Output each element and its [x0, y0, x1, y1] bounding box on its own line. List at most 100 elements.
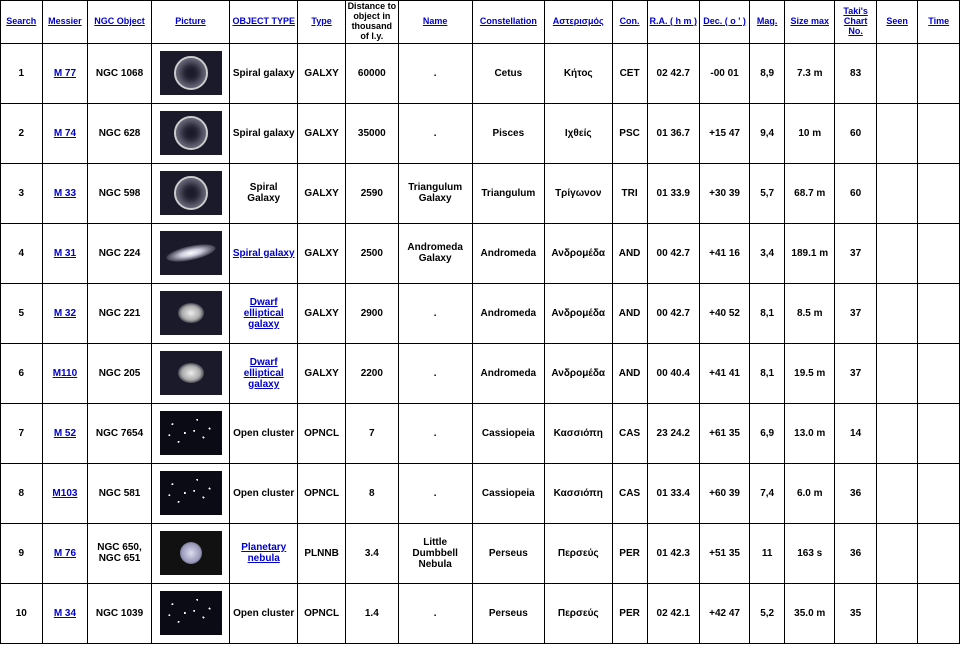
cell-type: PLNNB [298, 523, 346, 583]
cell-chart: 37 [835, 283, 877, 343]
cell-dist: 8 [346, 463, 398, 523]
header-link-mag[interactable]: Mag. [757, 16, 778, 26]
cell-con: TRI [612, 163, 647, 223]
header-link-ra[interactable]: R.A. ( h m ) [649, 16, 697, 26]
cell-constel: Andromeda [472, 343, 544, 403]
cell-ngc: NGC 598 [88, 163, 151, 223]
header-messier: Messier [42, 1, 88, 44]
cell-messier: M 33 [42, 163, 88, 223]
cell-type: GALXY [298, 163, 346, 223]
header-link-constel[interactable]: Constellation [480, 16, 537, 26]
cell-seen [876, 283, 918, 343]
cell-objtype-link[interactable]: Dwarf elliptical galaxy [244, 357, 284, 390]
header-size: Size max [785, 1, 835, 44]
cell-seen [876, 163, 918, 223]
cell-con: PER [612, 523, 647, 583]
cell-chart: 37 [835, 223, 877, 283]
cell-con: CAS [612, 403, 647, 463]
cell-messier-link[interactable]: M 76 [54, 548, 76, 559]
cell-seen [876, 583, 918, 643]
cell-picture [151, 403, 230, 463]
cell-aster: Περσεύς [544, 583, 612, 643]
cell-index: 9 [1, 523, 43, 583]
cell-objtype-link[interactable]: Dwarf elliptical galaxy [244, 297, 284, 330]
cell-type: OPNCL [298, 463, 346, 523]
cell-messier-link[interactable]: M110 [53, 368, 77, 379]
cell-ngc: NGC 221 [88, 283, 151, 343]
cell-mag: 3,4 [750, 223, 785, 283]
cell-messier-link[interactable]: M103 [52, 488, 77, 499]
cell-messier: M 74 [42, 103, 88, 163]
cell-messier-link[interactable]: M 31 [54, 248, 76, 259]
header-link-chart[interactable]: Taki's Chart No. [843, 6, 868, 36]
header-link-type[interactable]: Type [311, 16, 331, 26]
header-link-con[interactable]: Con. [620, 16, 640, 26]
cell-messier-link[interactable]: M 77 [54, 68, 76, 79]
table-row: 8M103NGC 581Open clusterOPNCL8.Cassiopei… [1, 463, 960, 523]
cell-name: . [398, 463, 472, 523]
cell-index: 3 [1, 163, 43, 223]
thumbnail-ellip [160, 291, 222, 335]
cell-aster: Ιχθείς [544, 103, 612, 163]
cell-time [918, 523, 960, 583]
header-dist: Distance to object in thousand of l.y. [346, 1, 398, 44]
cell-ra: 01 42.3 [647, 523, 699, 583]
cell-objtype: Dwarf elliptical galaxy [230, 283, 298, 343]
cell-size: 8.5 m [785, 283, 835, 343]
thumbnail-cluster [160, 411, 222, 455]
cell-dec: +40 52 [699, 283, 749, 343]
cell-aster: Ανδρομέδα [544, 343, 612, 403]
header-name: Name [398, 1, 472, 44]
cell-objtype-link[interactable]: Spiral galaxy [233, 248, 295, 259]
header-link-name[interactable]: Name [423, 16, 448, 26]
cell-objtype: Spiral galaxy [230, 43, 298, 103]
header-link-search[interactable]: Search [6, 16, 36, 26]
header-link-picture[interactable]: Picture [175, 16, 206, 26]
cell-dec: +61 35 [699, 403, 749, 463]
header-link-seen[interactable]: Seen [886, 16, 908, 26]
cell-seen [876, 343, 918, 403]
cell-chart: 36 [835, 463, 877, 523]
cell-objtype: Spiral galaxy [230, 103, 298, 163]
cell-constel: Perseus [472, 523, 544, 583]
cell-picture [151, 283, 230, 343]
header-link-aster[interactable]: Αστερισμός [553, 16, 604, 26]
header-link-dec[interactable]: Dec. ( o ' ) [703, 16, 746, 26]
cell-messier-link[interactable]: M 52 [54, 428, 76, 439]
table-row: 2M 74NGC 628Spiral galaxyGALXY35000.Pisc… [1, 103, 960, 163]
table-body: 1M 77NGC 1068Spiral galaxyGALXY60000.Cet… [1, 43, 960, 643]
cell-messier: M 34 [42, 583, 88, 643]
cell-objtype-link[interactable]: Planetary nebula [241, 542, 286, 564]
cell-messier-link[interactable]: M 33 [54, 188, 76, 199]
cell-seen [876, 403, 918, 463]
cell-ra: 02 42.1 [647, 583, 699, 643]
cell-dec: +60 39 [699, 463, 749, 523]
cell-index: 5 [1, 283, 43, 343]
header-link-time[interactable]: Time [928, 16, 949, 26]
cell-dist: 2900 [346, 283, 398, 343]
cell-messier-link[interactable]: M 34 [54, 608, 76, 619]
table-row: 3M 33NGC 598Spiral GalaxyGALXY2590Triang… [1, 163, 960, 223]
cell-ra: 23 24.2 [647, 403, 699, 463]
cell-dist: 60000 [346, 43, 398, 103]
cell-constel: Cassiopeia [472, 463, 544, 523]
cell-con: CAS [612, 463, 647, 523]
cell-messier-link[interactable]: M 32 [54, 308, 76, 319]
header-link-size[interactable]: Size max [790, 16, 829, 26]
cell-con: AND [612, 283, 647, 343]
cell-con: PSC [612, 103, 647, 163]
cell-chart: 60 [835, 103, 877, 163]
cell-index: 6 [1, 343, 43, 403]
cell-messier: M 77 [42, 43, 88, 103]
header-link-objtype[interactable]: OBJECT TYPE [232, 16, 295, 26]
cell-time [918, 103, 960, 163]
cell-messier-link[interactable]: M 74 [54, 128, 76, 139]
header-ngc: NGC Object [88, 1, 151, 44]
header-link-messier[interactable]: Messier [48, 16, 82, 26]
header-link-ngc[interactable]: NGC Object [94, 16, 145, 26]
cell-dist: 2590 [346, 163, 398, 223]
cell-size: 7.3 m [785, 43, 835, 103]
cell-index: 1 [1, 43, 43, 103]
cell-picture [151, 463, 230, 523]
cell-aster: Ανδρομέδα [544, 283, 612, 343]
